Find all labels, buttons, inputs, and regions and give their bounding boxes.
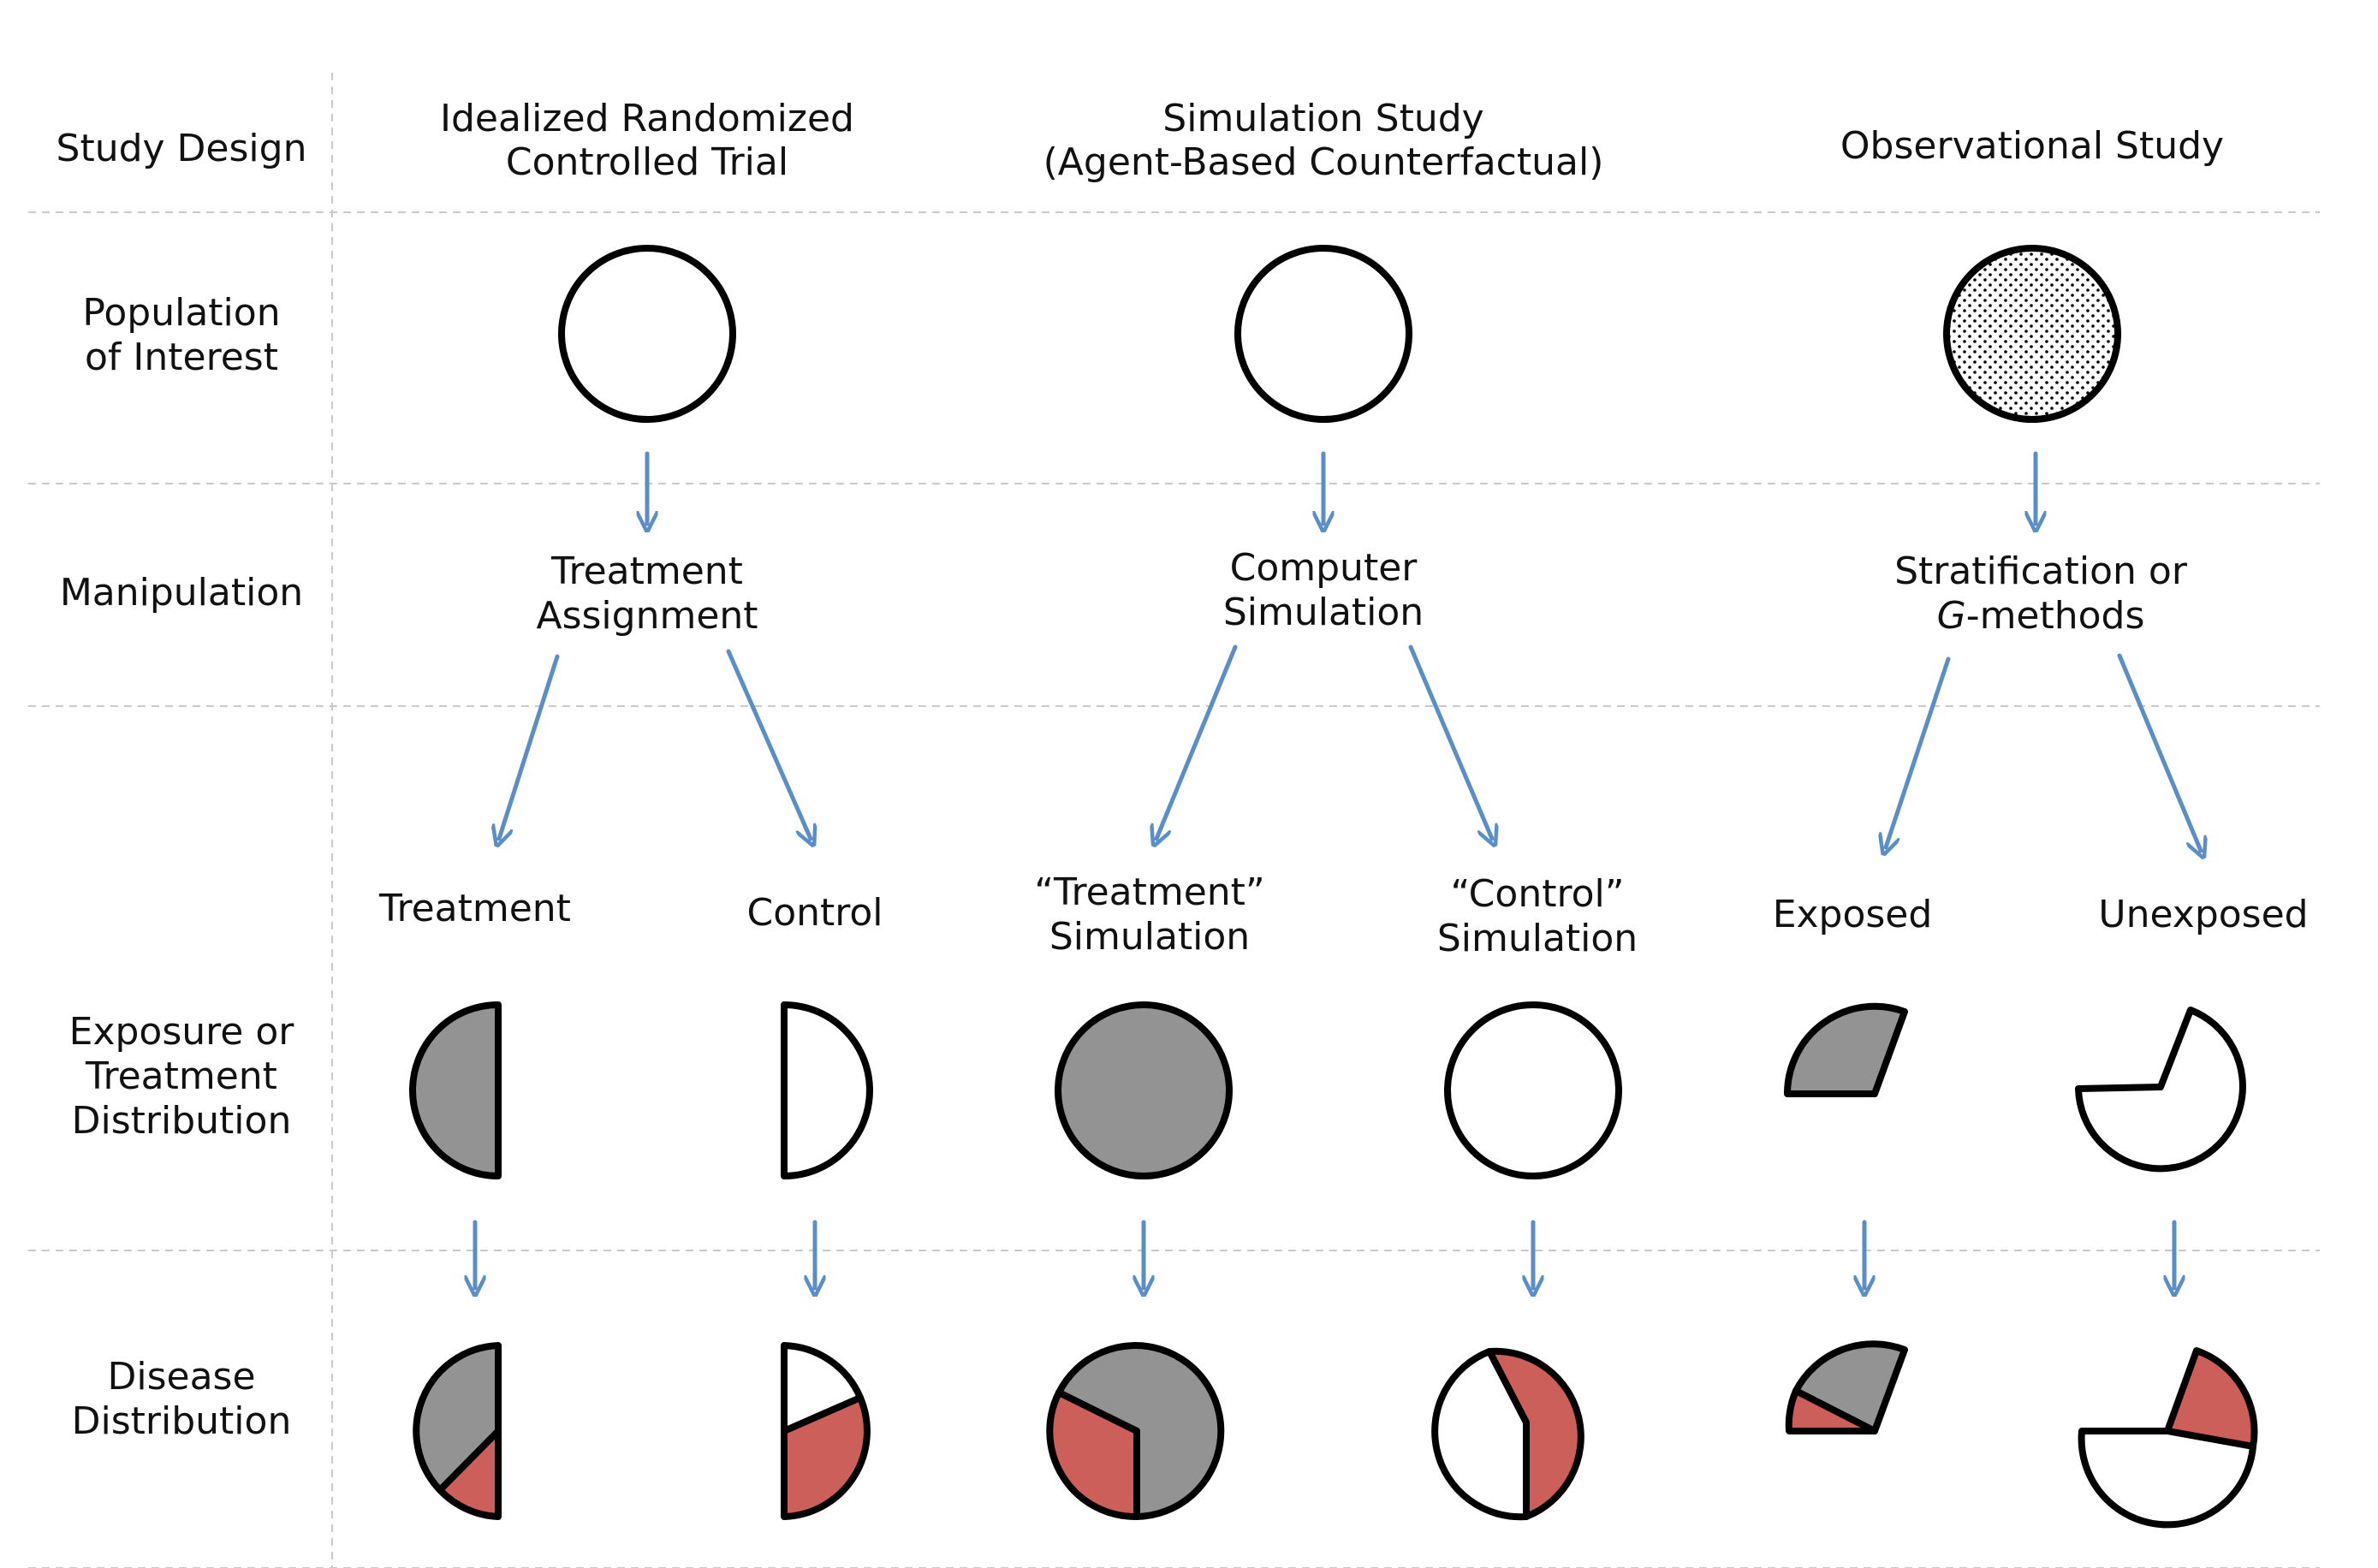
observational-manipulation-line1: Stratification or	[1894, 549, 2188, 593]
rct-branch-control: Control	[746, 891, 883, 935]
row-label-population-2: of Interest	[85, 336, 278, 379]
simulation-title-line1: Simulation Study	[1162, 97, 1483, 140]
disease-distributions	[413, 1340, 2258, 1529]
row-label-disease-1: Disease	[107, 1355, 255, 1399]
populations	[558, 245, 2121, 423]
row-label-exposure-3: Distribution	[72, 1099, 292, 1143]
observational-unexposed-wedge	[2075, 1007, 2246, 1173]
simulation-branch-control-line1: “Control”	[1450, 872, 1624, 916]
column-headers: Idealized Randomized Controlled Trial Si…	[440, 97, 2224, 184]
arrow-diagonal-icon	[2117, 653, 2201, 851]
manipulation-labels: Treatment Assignment Computer Simulation…	[536, 546, 2187, 638]
observational-manipulation-line2: G-methods	[1937, 594, 2145, 638]
rct-population-circle	[558, 245, 736, 423]
observational-unexposed-disease-diseased	[2164, 1347, 2258, 1450]
simulation-branch-treatment-line2: Simulation	[1049, 915, 1250, 959]
rct-title-line2: Controlled Trial	[506, 140, 788, 184]
row-label-exposure-2: Treatment	[85, 1054, 277, 1098]
row-labels: Study Design Population of Interest Mani…	[56, 127, 307, 1443]
rct-treatment-disease-diseased	[437, 1428, 502, 1520]
row-label-manipulation: Manipulation	[60, 571, 303, 615]
observational-exposed-wedge	[1783, 1002, 1908, 1097]
simulation-manipulation-line1: Computer	[1230, 546, 1418, 590]
observational-exposed-disease-diseased	[1785, 1387, 1878, 1434]
rct-control-disease-diseased	[781, 1394, 871, 1520]
observational-exposed-disease-healthy	[1792, 1340, 1908, 1434]
simulation-branch-control-line2: Simulation	[1437, 917, 1638, 960]
grid-lines	[28, 73, 2320, 1568]
branch-labels: Treatment Control “Treatment” Simulation…	[378, 870, 2309, 960]
rct-manipulation-line2: Assignment	[536, 594, 758, 638]
simulation-treatment-disease-diseased	[1046, 1389, 1140, 1521]
rct-treatment-disease-healthy	[413, 1342, 502, 1494]
g-methods-rest: -methods	[1966, 594, 2145, 638]
row-label-disease-2: Distribution	[72, 1399, 292, 1443]
arrow-diagonal-icon	[499, 654, 560, 839]
observational-branch-unexposed: Unexposed	[2098, 893, 2308, 936]
arrow-diagonal-icon	[1156, 644, 1238, 839]
arrow-diagonal-icon	[726, 649, 811, 839]
observational-population-circle	[1943, 245, 2121, 423]
rct-treatment-exposure-half	[409, 1001, 502, 1179]
rct-manipulation-line1: Treatment	[550, 549, 743, 593]
arrow-diagonal-icon	[1886, 656, 1951, 847]
simulation-title-line2: (Agent-Based Counterfactual)	[1043, 140, 1604, 184]
row-label-exposure-1: Exposure or	[69, 1010, 295, 1054]
arrow-diagonal-icon	[1408, 644, 1492, 839]
simulation-control-exposure-circle	[1444, 1001, 1622, 1179]
arrows	[475, 451, 2201, 1288]
rct-branch-treatment: Treatment	[378, 887, 571, 930]
row-label-study-design: Study Design	[56, 127, 307, 170]
row-label-population-1: Population	[82, 291, 280, 335]
simulation-manipulation-line2: Simulation	[1223, 591, 1424, 634]
exposure-distributions	[409, 1001, 2246, 1179]
simulation-population-circle	[1234, 245, 1412, 423]
observational-branch-exposed: Exposed	[1773, 893, 1933, 936]
simulation-treatment-exposure-circle	[1055, 1001, 1233, 1179]
rct-control-exposure-half	[781, 1001, 873, 1179]
observational-unexposed-disease-healthy	[2078, 1428, 2256, 1529]
observational-title: Observational Study	[1840, 124, 2224, 168]
g-methods-italic-g: G	[1937, 594, 1966, 638]
rct-title-line1: Idealized Randomized	[440, 97, 854, 140]
simulation-branch-treatment-line1: “Treatment”	[1034, 870, 1264, 914]
simulation-control-disease-healthy	[1431, 1348, 1530, 1521]
